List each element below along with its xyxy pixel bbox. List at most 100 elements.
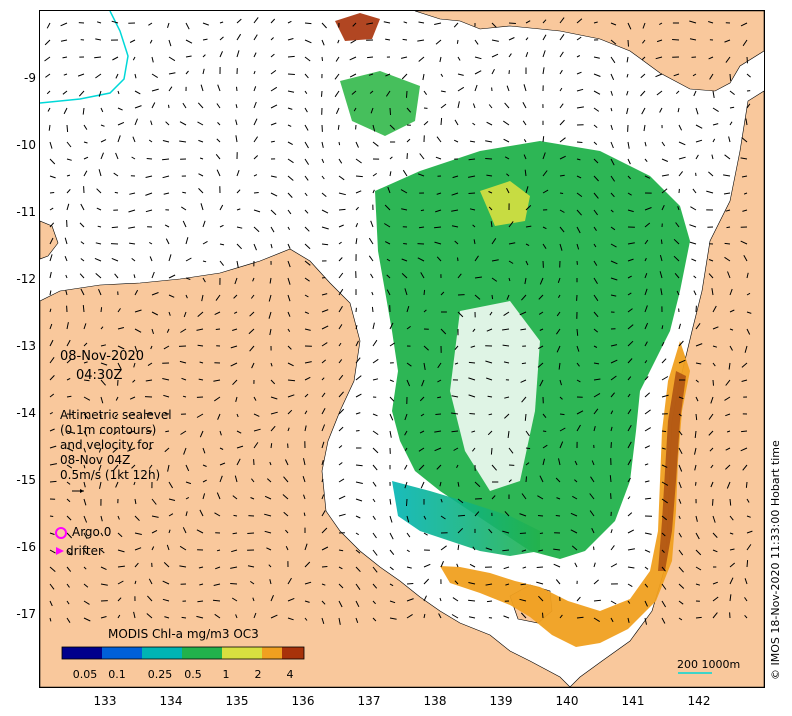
velocity-arrow — [269, 277, 272, 284]
velocity-arrow — [644, 392, 651, 398]
velocity-arrow — [304, 192, 308, 197]
velocity-arrow — [503, 361, 510, 364]
velocity-arrow — [349, 56, 357, 61]
velocity-arrow — [406, 90, 408, 98]
velocity-arrow — [100, 532, 104, 537]
velocity-arrow — [404, 481, 408, 489]
velocity-arrow — [489, 311, 493, 316]
velocity-arrow — [627, 292, 632, 296]
velocity-arrow — [488, 191, 493, 194]
velocity-arrow — [214, 512, 221, 517]
drifter-marker — [56, 547, 64, 555]
velocity-arrow — [287, 577, 292, 585]
velocity-arrow — [253, 17, 259, 24]
velocity-arrow — [168, 56, 176, 62]
velocity-arrow — [287, 175, 294, 181]
velocity-arrow — [423, 289, 426, 296]
velocity-arrow — [712, 326, 719, 330]
velocity-arrow — [729, 594, 732, 602]
velocity-arrow — [542, 458, 545, 466]
velocity-arrow — [98, 169, 102, 177]
velocity-arrow — [49, 515, 54, 517]
velocity-arrow — [520, 583, 527, 586]
velocity-arrow — [282, 494, 289, 500]
velocity-arrow — [403, 21, 408, 24]
velocity-arrow — [538, 549, 544, 552]
velocity-arrow — [83, 583, 89, 588]
velocity-arrow — [355, 190, 362, 194]
velocity-arrow — [456, 464, 459, 469]
velocity-arrow — [472, 546, 476, 551]
velocity-arrow — [434, 22, 442, 25]
velocity-arrow — [287, 38, 294, 41]
velocity-arrow — [678, 498, 682, 504]
velocity-arrow — [746, 272, 749, 279]
velocity-arrow — [334, 90, 340, 98]
velocity-arrow — [474, 84, 478, 92]
time-label: 04:30Z — [76, 368, 123, 383]
velocity-arrow — [163, 394, 170, 398]
velocity-arrow — [610, 39, 617, 45]
velocity-arrow — [627, 175, 631, 180]
velocity-arrow — [83, 170, 88, 177]
velocity-arrow — [129, 39, 136, 43]
velocity-arrow — [525, 52, 529, 58]
velocity-arrow — [83, 549, 88, 555]
velocity-arrow — [539, 475, 544, 483]
velocity-arrow — [627, 512, 633, 517]
velocity-arrow — [304, 175, 309, 181]
velocity-arrow — [321, 478, 324, 483]
velocity-arrow — [574, 479, 578, 483]
velocity-arrow — [423, 595, 427, 602]
velocity-arrow — [185, 464, 190, 472]
velocity-arrow — [219, 447, 224, 450]
velocity-arrow — [321, 510, 326, 517]
velocity-arrow — [661, 341, 665, 347]
velocity-arrow — [539, 532, 544, 534]
velocity-arrow — [100, 566, 107, 571]
velocity-arrow — [610, 563, 618, 568]
velocity-arrow — [421, 379, 425, 387]
velocity-arrow — [627, 583, 633, 588]
y-tick-label: -10 — [16, 138, 36, 152]
velocity-arrow — [349, 73, 357, 78]
velocity-arrow — [440, 73, 444, 77]
velocity-arrow — [202, 260, 207, 263]
velocity-arrow — [287, 277, 291, 285]
x-tick-label: 138 — [423, 694, 447, 708]
velocity-arrow — [435, 413, 442, 415]
velocity-arrow — [185, 257, 192, 262]
velocity-arrow — [287, 158, 294, 164]
velocity-arrow — [384, 223, 391, 228]
velocity-arrow — [162, 175, 170, 179]
velocity-arrow — [537, 515, 544, 517]
velocity-arrow — [270, 122, 277, 126]
velocity-arrow — [642, 39, 646, 44]
velocity-arrow — [95, 242, 102, 245]
velocity-arrow — [593, 226, 597, 231]
velocity-arrow — [418, 464, 425, 471]
velocity-arrow — [536, 581, 544, 585]
velocity-arrow — [678, 413, 682, 417]
argo-marker — [55, 527, 67, 539]
velocity-arrow — [661, 376, 669, 381]
velocity-arrow — [168, 498, 176, 501]
velocity-arrow — [661, 566, 666, 572]
velocity-arrow — [200, 84, 204, 92]
velocity-arrow — [454, 362, 459, 365]
velocity-arrow — [287, 311, 291, 317]
velocity-arrow — [230, 345, 238, 349]
velocity-arrow — [474, 481, 481, 488]
velocity-arrow — [610, 90, 613, 96]
velocity-arrow — [627, 324, 634, 330]
velocity-arrow — [524, 169, 527, 177]
velocity-arrow — [744, 614, 748, 619]
velocity-arrow — [521, 294, 527, 301]
velocity-arrow — [576, 596, 581, 602]
velocity-arrow — [440, 328, 447, 335]
velocity-arrow — [488, 413, 493, 416]
velocity-arrow — [372, 172, 377, 177]
velocity-arrow — [321, 158, 325, 164]
velocity-arrow — [253, 52, 257, 58]
velocity-arrow — [79, 222, 85, 228]
